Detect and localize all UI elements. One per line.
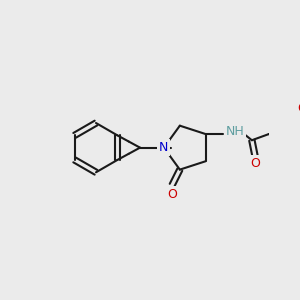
Text: O: O (250, 157, 260, 170)
Text: O: O (167, 188, 177, 201)
Text: NH: NH (226, 125, 244, 138)
Text: N: N (159, 141, 169, 154)
Text: O: O (298, 102, 300, 115)
